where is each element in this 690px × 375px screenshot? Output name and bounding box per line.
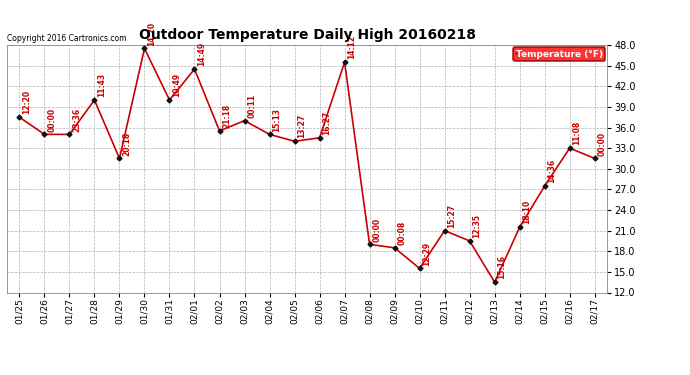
Text: 00:00: 00:00: [373, 217, 382, 242]
Text: 13:27: 13:27: [297, 114, 306, 138]
Text: 20:18: 20:18: [122, 131, 131, 156]
Text: 12:35: 12:35: [473, 214, 482, 238]
Text: 11:08: 11:08: [573, 121, 582, 146]
Text: 23:36: 23:36: [72, 108, 81, 132]
Text: 15:16: 15:16: [497, 255, 506, 279]
Text: 00:00: 00:00: [47, 108, 56, 132]
Text: 00:00: 00:00: [598, 132, 607, 156]
Text: 14:49: 14:49: [197, 42, 206, 66]
Text: 18:10: 18:10: [522, 200, 531, 224]
Text: 15:27: 15:27: [447, 204, 456, 228]
Legend: Temperature (°F): Temperature (°F): [513, 47, 605, 61]
Text: 12:29: 12:29: [422, 242, 431, 266]
Text: 10:49: 10:49: [172, 73, 181, 97]
Text: 12:20: 12:20: [22, 90, 31, 114]
Text: 14:12: 14:12: [347, 35, 356, 59]
Text: 14:20: 14:20: [147, 21, 156, 46]
Text: 00:08: 00:08: [397, 221, 406, 245]
Text: 16:27: 16:27: [322, 111, 331, 135]
Text: Copyright 2016 Cartronics.com: Copyright 2016 Cartronics.com: [7, 33, 126, 42]
Text: 11:43: 11:43: [97, 73, 106, 97]
Text: 15:13: 15:13: [273, 108, 282, 132]
Text: 00:11: 00:11: [247, 94, 256, 118]
Text: 14:36: 14:36: [547, 159, 556, 183]
Title: Outdoor Temperature Daily High 20160218: Outdoor Temperature Daily High 20160218: [139, 28, 475, 42]
Text: 21:18: 21:18: [222, 104, 231, 128]
